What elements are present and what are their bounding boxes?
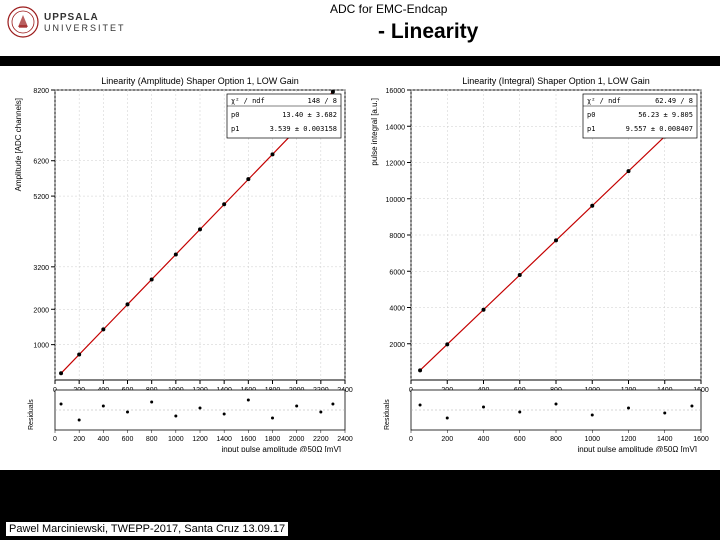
svg-text:p0: p0 — [587, 111, 595, 119]
svg-text:800: 800 — [550, 436, 562, 443]
svg-text:p0: p0 — [231, 111, 239, 119]
svg-text:2200: 2200 — [313, 436, 329, 443]
svg-text:1600: 1600 — [240, 436, 256, 443]
page-title: ADC for EMC-Endcap — [330, 2, 447, 16]
svg-text:0: 0 — [409, 436, 413, 443]
svg-text:1400: 1400 — [656, 436, 672, 443]
svg-text:1000: 1000 — [168, 436, 184, 443]
svg-text:1000: 1000 — [33, 343, 49, 350]
svg-text:Amplitude [ADC channels]: Amplitude [ADC channels] — [14, 98, 23, 191]
svg-text:600: 600 — [121, 436, 133, 443]
svg-text:62.49 / 8: 62.49 / 8 — [655, 97, 693, 105]
seal-icon — [6, 5, 40, 39]
svg-text:2000: 2000 — [288, 436, 304, 443]
svg-text:input pulse amplitude @50Ω [mV: input pulse amplitude @50Ω [mV] — [221, 445, 341, 452]
svg-text:Residuals: Residuals — [384, 399, 391, 430]
svg-text:10000: 10000 — [385, 197, 405, 204]
svg-text:5200: 5200 — [33, 194, 49, 201]
svg-text:12000: 12000 — [385, 161, 405, 168]
logo-text-bottom: UNIVERSITET — [44, 23, 126, 33]
footer-text: Pawel Marciniewski, TWEPP-2017, Santa Cr… — [6, 522, 288, 536]
svg-text:pulse integral [a.u.]: pulse integral [a.u.] — [370, 98, 379, 166]
svg-text:4000: 4000 — [389, 306, 405, 313]
svg-text:2000: 2000 — [389, 342, 405, 349]
svg-text:1400: 1400 — [216, 436, 232, 443]
svg-text:148 / 8: 148 / 8 — [307, 97, 337, 105]
svg-text:3200: 3200 — [33, 265, 49, 272]
svg-text:13.40 ± 3.682: 13.40 ± 3.682 — [282, 111, 337, 119]
chart-right: Linearity (Integral) Shaper Option 1, LO… — [366, 72, 711, 452]
svg-text:3.539 ± 0.003158: 3.539 ± 0.003158 — [269, 125, 336, 133]
svg-text:1600: 1600 — [693, 436, 709, 443]
charts-container: Linearity (Amplitude) Shaper Option 1, L… — [0, 66, 720, 470]
svg-text:2400: 2400 — [337, 436, 353, 443]
svg-text:1800: 1800 — [264, 436, 280, 443]
page-subtitle: - Linearity — [378, 20, 478, 44]
svg-text:400: 400 — [477, 436, 489, 443]
svg-text:1200: 1200 — [192, 436, 208, 443]
svg-text:0: 0 — [53, 436, 57, 443]
svg-text:1200: 1200 — [620, 436, 636, 443]
header: UPPSALA UNIVERSITET ADC for EMC-Endcap -… — [0, 0, 720, 56]
svg-text:56.23 ± 9.805: 56.23 ± 9.805 — [638, 111, 693, 119]
svg-text:6200: 6200 — [33, 159, 49, 166]
svg-text:Linearity (Amplitude) Shaper O: Linearity (Amplitude) Shaper Option 1, L… — [101, 76, 299, 86]
svg-text:800: 800 — [145, 436, 157, 443]
svg-text:200: 200 — [73, 436, 85, 443]
svg-text:1000: 1000 — [584, 436, 600, 443]
svg-text:200: 200 — [441, 436, 453, 443]
svg-text:400: 400 — [97, 436, 109, 443]
svg-text:9.557 ± 0.008407: 9.557 ± 0.008407 — [625, 125, 692, 133]
svg-text:8000: 8000 — [389, 233, 405, 240]
svg-text:6000: 6000 — [389, 269, 405, 276]
university-logo: UPPSALA UNIVERSITET — [6, 2, 156, 42]
chart-left: Linearity (Amplitude) Shaper Option 1, L… — [10, 72, 355, 452]
svg-text:Linearity (Integral) Shaper Op: Linearity (Integral) Shaper Option 1, LO… — [462, 76, 650, 86]
svg-text:2000: 2000 — [33, 307, 49, 314]
svg-text:p1: p1 — [231, 125, 239, 133]
footer: Pawel Marciniewski, TWEPP-2017, Santa Cr… — [0, 476, 720, 540]
svg-text:600: 600 — [513, 436, 525, 443]
svg-text:Residuals: Residuals — [28, 399, 35, 430]
svg-text:χ² / ndf: χ² / ndf — [231, 97, 265, 105]
svg-text:16000: 16000 — [385, 88, 405, 95]
svg-text:8200: 8200 — [33, 88, 49, 95]
svg-text:14000: 14000 — [385, 124, 405, 131]
svg-text:p1: p1 — [587, 125, 595, 133]
svg-text:input pulse amplitude @50Ω [mV: input pulse amplitude @50Ω [mV] — [577, 445, 697, 452]
logo-text-top: UPPSALA — [44, 12, 126, 23]
svg-text:χ² / ndf: χ² / ndf — [587, 97, 621, 105]
